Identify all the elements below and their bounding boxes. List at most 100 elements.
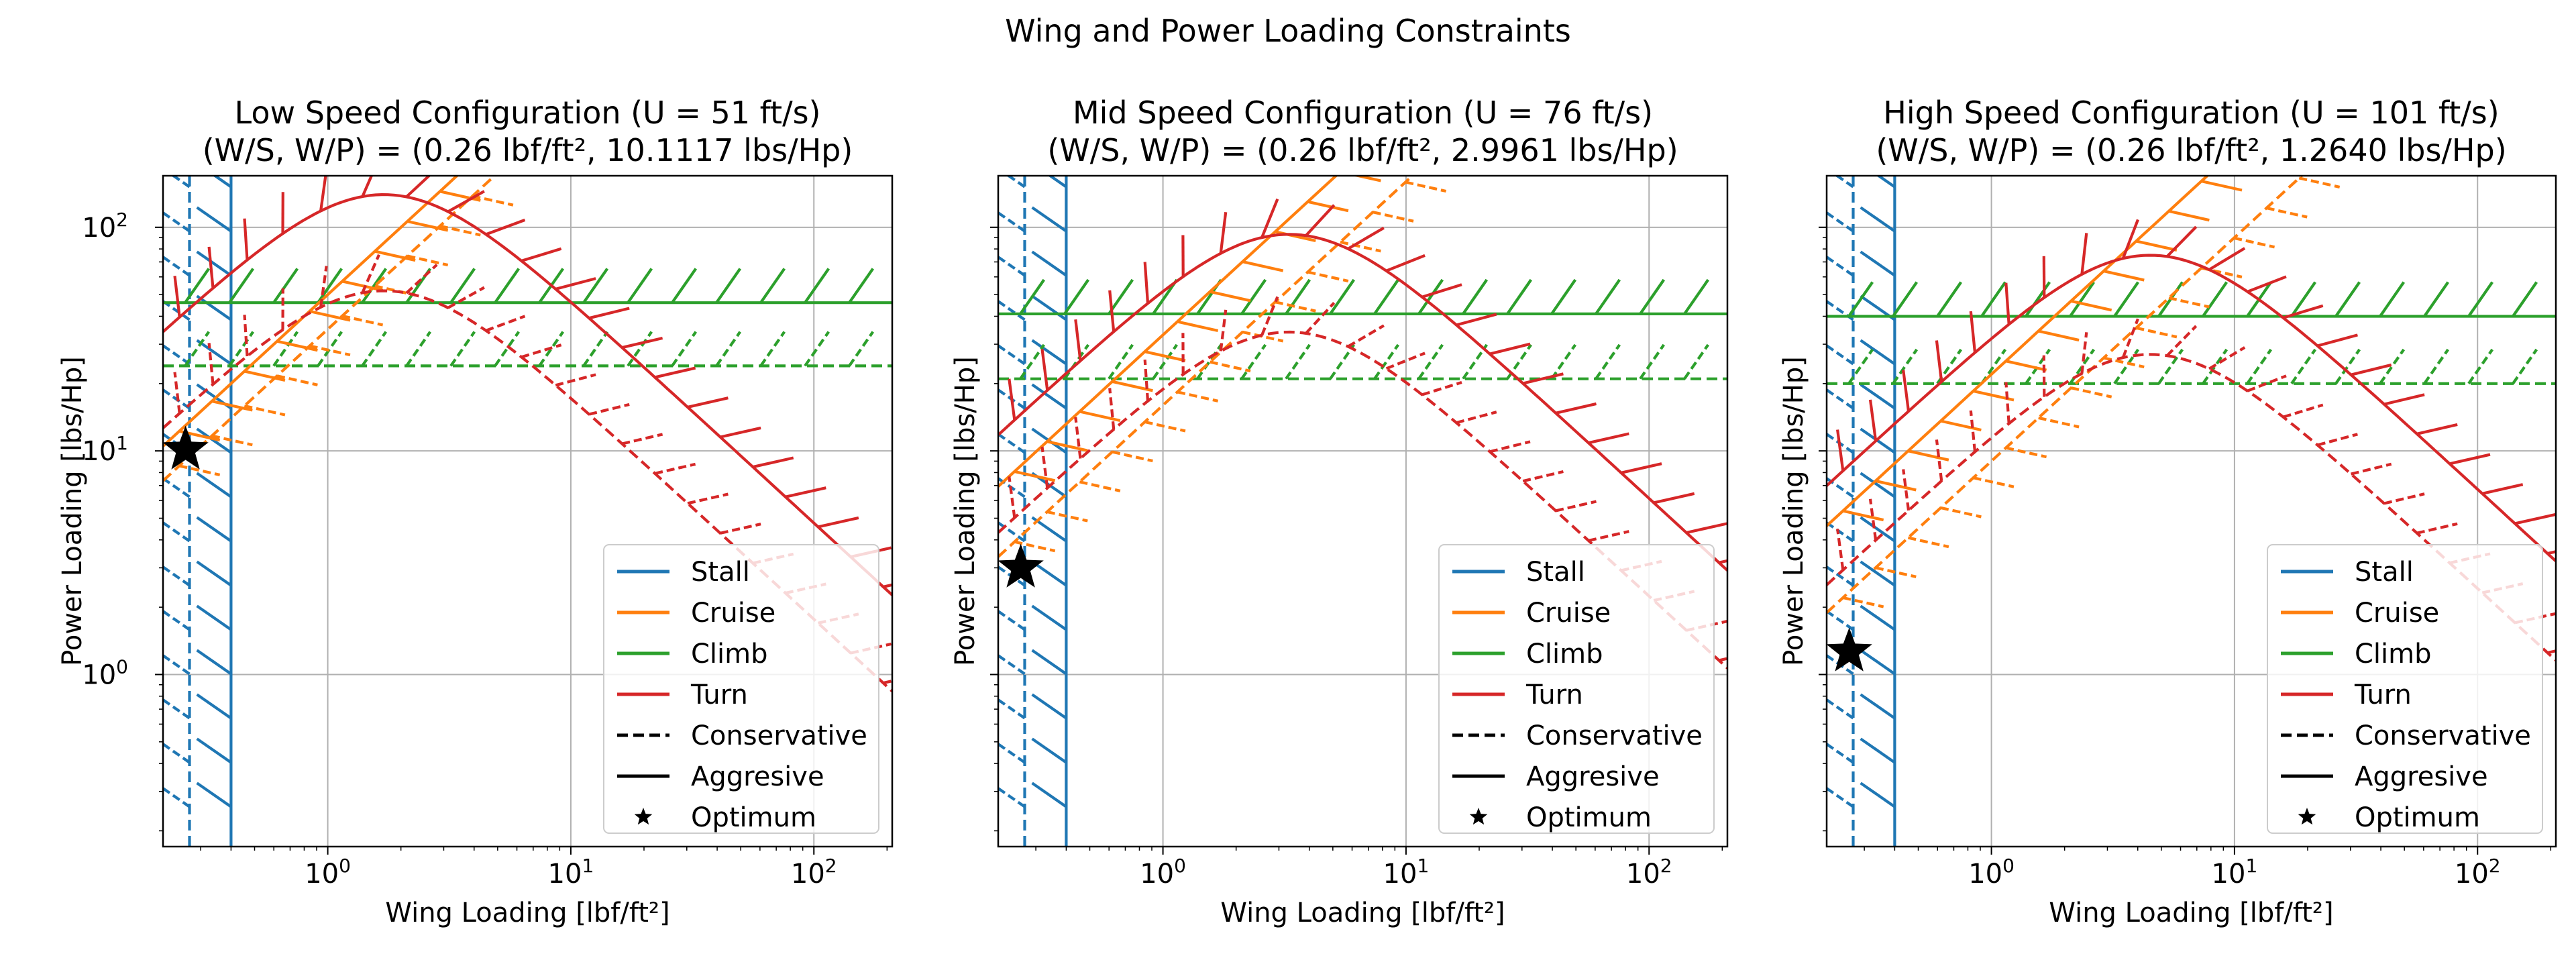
hatch-tick	[361, 268, 388, 304]
hatch-tick	[1842, 509, 1884, 522]
legend-label: Climb	[2355, 639, 2432, 669]
x-axis-label: Wing Loading [lbf/ft²]	[385, 898, 669, 928]
hatch-tick	[687, 396, 729, 409]
hatch-tick	[163, 388, 191, 410]
hatch-tick	[163, 609, 191, 631]
x-tick-label: 100	[305, 855, 351, 890]
hatch-tick	[785, 486, 826, 498]
hatch-tick	[272, 268, 299, 304]
legend-label: Cruise	[2355, 598, 2439, 629]
hatch-tick	[1550, 343, 1577, 380]
hatch-tick	[163, 343, 191, 366]
hatch-tick	[627, 268, 653, 304]
hatch-tick	[196, 693, 232, 720]
panel-title-line1: Low Speed Configuration (U = 51 ft/s)	[235, 95, 821, 131]
hatch-tick	[405, 264, 438, 294]
hatch-tick	[2351, 363, 2392, 376]
hatch-tick	[2416, 522, 2458, 535]
hatch-tick	[1112, 380, 1153, 392]
hatch-tick	[1031, 206, 1067, 233]
x-axis-label: Wing Loading [lbf/ft²]	[2049, 898, 2333, 928]
hatch-tick	[2025, 348, 2051, 384]
hatch-tick	[1827, 698, 1854, 720]
hatch-tick	[1489, 342, 1531, 356]
hatch-tick	[2201, 180, 2243, 192]
hatch-tick	[1522, 372, 1564, 385]
hatch-tick	[309, 344, 351, 357]
hatch-tick	[582, 268, 609, 304]
hatch-tick	[2233, 236, 2275, 249]
hatch-tick	[2121, 318, 2139, 358]
x-tick-exponent: 2	[825, 855, 837, 877]
cruise-line-conservative	[163, 176, 497, 482]
climb-hatch-conservative	[184, 331, 875, 367]
legend: Stall Cruise Climb Turn Conservative Aggresiv…	[1438, 544, 1715, 834]
x-tick-exponent: 0	[2002, 855, 2015, 877]
hatch-tick	[1973, 476, 2015, 488]
hatch-tick	[1718, 657, 1727, 662]
hatch-tick	[1827, 432, 1854, 454]
hatch-tick	[1875, 566, 1917, 578]
hatch-tick	[1112, 450, 1153, 463]
hatch-tick	[1860, 649, 1896, 676]
hatch-tick	[163, 742, 191, 764]
hatch-tick	[1683, 278, 1710, 315]
hatch-tick	[1860, 693, 1896, 720]
hatch-tick	[163, 476, 191, 498]
hatch-tick	[1019, 278, 1046, 315]
hatch-tick	[447, 190, 485, 213]
hatch-tick	[1219, 309, 1228, 352]
hatch-tick	[1031, 560, 1067, 587]
hatch-tick	[1876, 176, 1896, 189]
hatch-tick	[1014, 470, 1056, 482]
hatch-tick	[173, 372, 181, 414]
hatch-tick	[1847, 348, 1874, 384]
x-tick-exponent: 1	[582, 855, 594, 877]
hatch-tick	[2246, 348, 2273, 384]
hatch-tick	[1340, 240, 1381, 253]
hatch-tick	[848, 268, 875, 304]
hatch-tick	[998, 432, 1026, 454]
turn-hatch-aggressive	[173, 176, 892, 588]
hatch-tick	[2103, 356, 2145, 369]
hatch-tick	[1860, 516, 1896, 543]
hatch-tick	[998, 609, 1026, 631]
hatch-tick	[1046, 510, 1088, 523]
y-axis-label: Power Loading [lbs/Hp]	[1778, 356, 1809, 666]
hatch-tick	[715, 268, 742, 304]
hatch-tick	[196, 339, 232, 366]
hatch-tick	[1285, 278, 1311, 315]
hatch-tick	[1031, 649, 1067, 676]
hatch-tick	[2423, 348, 2450, 384]
hatch-tick	[1836, 429, 1845, 472]
hatch-tick	[2266, 207, 2308, 219]
hatch-tick	[439, 224, 481, 237]
hatch-tick	[405, 331, 432, 367]
hatch-tick	[2080, 233, 2088, 275]
hatch-tick	[1827, 476, 1854, 498]
y-tick-exponent: 2	[116, 209, 128, 231]
hatch-tick	[184, 268, 211, 304]
hatch-tick	[998, 521, 1026, 543]
hatch-tick	[1868, 498, 1878, 541]
legend-label: Turn	[2354, 680, 2412, 710]
hatch-tick	[405, 176, 431, 198]
hatch-tick	[1144, 350, 1186, 362]
hatch-tick	[163, 255, 191, 277]
hatch-tick	[228, 331, 255, 367]
hatch-tick	[555, 373, 596, 387]
hatch-tick	[2379, 281, 2406, 317]
hatch-tick	[2351, 462, 2392, 476]
hatch-tick	[2481, 483, 2524, 495]
hatch-tick	[2004, 282, 2010, 325]
legend-label: Cruise	[691, 598, 775, 629]
hatch-tick	[521, 247, 562, 262]
hatch-tick	[163, 521, 191, 543]
hatch-tick	[2168, 209, 2210, 222]
axes-frame	[162, 174, 894, 848]
hatch-tick	[1550, 278, 1577, 315]
hatch-tick	[1907, 449, 1949, 462]
turn-line-conservative	[1827, 353, 2556, 661]
y-tick-exponent: 1	[116, 432, 128, 454]
